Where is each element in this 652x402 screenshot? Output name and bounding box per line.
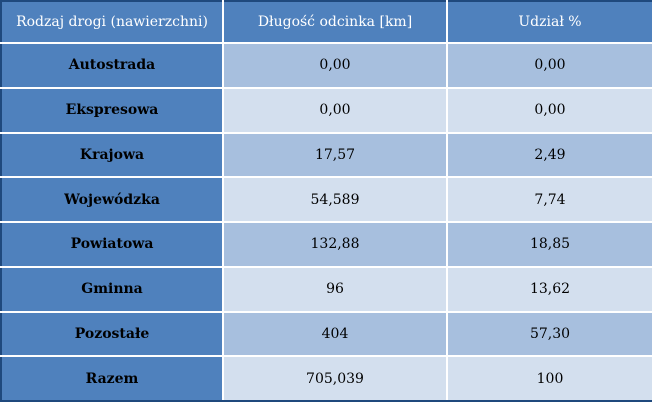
row-label: Ekspresowa [0,86,224,134]
header-row: Rodzaj drogi (nawierzchni) Długość odcin… [0,0,652,44]
row-label: Gminna [0,265,224,313]
table-row: Wojewódzka 54,589 7,74 [0,176,652,223]
table-header: Rodzaj drogi (nawierzchni) Długość odcin… [0,0,652,44]
length-cell: 0,00 [222,42,448,89]
length-cell: 17,57 [222,131,448,179]
length-cell: 404 [222,310,448,358]
column-header-share: Udział % [446,0,652,44]
length-cell: 132,88 [222,221,448,268]
share-cell: 57,30 [446,310,652,358]
share-cell: 2,49 [446,131,652,179]
row-label: Powiatowa [0,221,224,268]
column-header-road-type: Rodzaj drogi (nawierzchni) [0,0,224,44]
table-row-total: Razem 705,039 100 [0,355,652,402]
length-cell: 96 [222,265,448,313]
share-cell-total: 100 [446,355,652,402]
row-label: Krajowa [0,131,224,179]
share-cell: 18,85 [446,221,652,268]
share-cell: 0,00 [446,86,652,134]
row-label: Wojewódzka [0,176,224,223]
table-row: Powiatowa 132,88 18,85 [0,221,652,268]
table-row: Pozostałe 404 57,30 [0,310,652,358]
length-cell: 0,00 [222,86,448,134]
share-cell: 7,74 [446,176,652,223]
length-cell-total: 705,039 [222,355,448,402]
table-row: Krajowa 17,57 2,49 [0,131,652,179]
row-label: Pozostałe [0,310,224,358]
share-cell: 13,62 [446,265,652,313]
share-cell: 0,00 [446,42,652,89]
table-row: Autostrada 0,00 0,00 [0,42,652,89]
row-label: Autostrada [0,42,224,89]
table-row: Gminna 96 13,62 [0,265,652,313]
column-header-length: Długość odcinka [km] [222,0,448,44]
table-body: Autostrada 0,00 0,00 Ekspresowa 0,00 0,0… [0,42,652,402]
table-row: Ekspresowa 0,00 0,00 [0,86,652,134]
row-label-total: Razem [0,355,224,402]
length-cell: 54,589 [222,176,448,223]
